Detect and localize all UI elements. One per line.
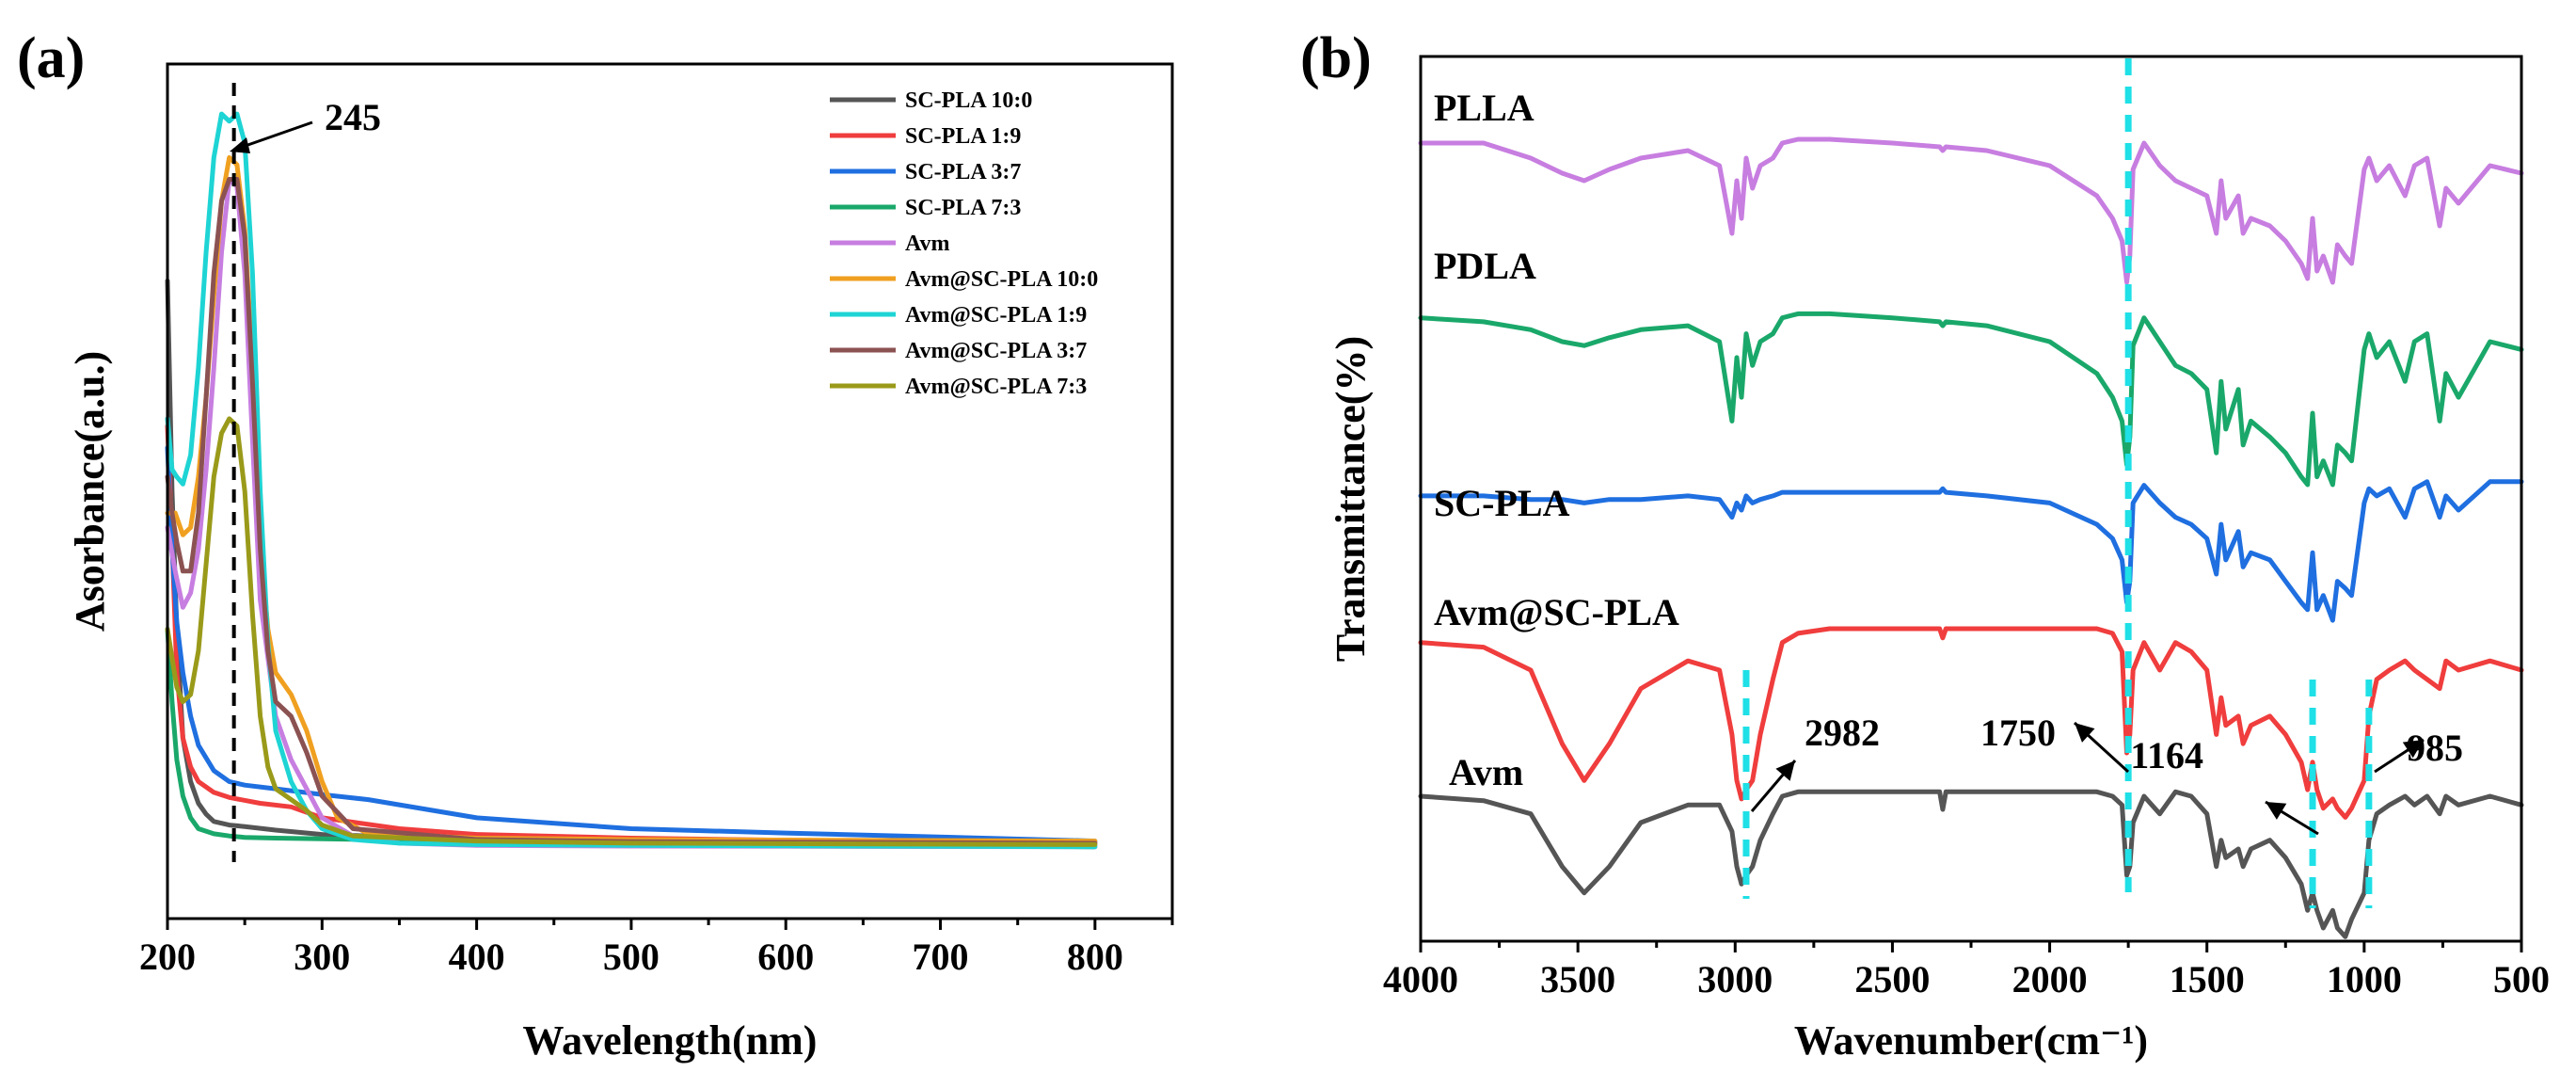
x-tick-label: 500 [603, 936, 660, 978]
panel-b-reference-lines [1742, 58, 2373, 908]
annotation-245: 245 [325, 96, 381, 138]
legend-label-avm-sc-pla-10-0: Avm@SC-PLA 10:0 [905, 267, 1098, 292]
series-sc-pla-10-0 [165, 278, 1098, 847]
spectrum-sc-pla [1418, 479, 2524, 623]
x-tick-label: 400 [449, 936, 505, 978]
annotation-1750: 1750 [1980, 712, 2056, 754]
legend-label-avm-sc-pla-1-9: Avm@SC-PLA 1:9 [905, 303, 1087, 328]
panel-b-frame [1419, 55, 2523, 943]
annotation-245-arrow-line [236, 120, 313, 151]
panel-b-xlabel: Wavenumber(cm⁻¹) [1794, 1017, 2148, 1064]
panel-a-x-ticks: 200 300 400 500 600 700 800 [139, 919, 1174, 978]
sample-label-sc-pla: SC-PLA [1434, 482, 1570, 524]
annotation-245-arrowhead [230, 137, 250, 153]
series-avm-sc-pla-7-3 [165, 416, 1098, 847]
panel-b-ftir: (b) 4000 3500 3000 2500 2000 1500 1000 500 PLLA… [1300, 26, 2550, 1064]
x-tick-label: 1000 [2327, 958, 2402, 1000]
annotation-1750-arrowhead [2075, 723, 2095, 743]
series-avm-sc-pla-1-9 [165, 111, 1098, 850]
series-avm-sc-pla-10-0 [165, 154, 1098, 844]
legend-label-sc-pla-3-7: SC-PLA 3:7 [905, 160, 1021, 184]
panel-b-ylabel: Transmittance(%) [1328, 336, 1374, 662]
panel-a-frame [166, 62, 1174, 920]
series-sc-pla-1-9 [165, 424, 1098, 845]
spectrum-avm-sc-pla [1418, 626, 2524, 820]
panel-a-uv-vis: (a) 200 300 400 500 600 700 800 245 SC-PLA 10:… [17, 26, 1174, 1064]
panel-a-label: (a) [17, 26, 85, 90]
spectrum-pdla [1418, 311, 2524, 488]
panel-a-curves [165, 111, 1098, 850]
panel-a-ylabel: Asorbance(a.u.) [67, 351, 113, 632]
annotation-2982: 2982 [1805, 712, 1880, 754]
sample-label-avm-sc-pla: Avm@SC-PLA [1434, 591, 1679, 633]
annotation-1164: 1164 [2130, 734, 2203, 776]
legend-label-sc-pla-7-3: SC-PLA 7:3 [905, 196, 1021, 220]
panel-b-sample-labels: PLLA PDLA SC-PLA Avm@SC-PLA Avm [1434, 87, 1679, 793]
x-tick-label: 4000 [1383, 958, 1458, 1000]
legend-label-avm-sc-pla-3-7: Avm@SC-PLA 3:7 [905, 339, 1087, 363]
x-tick-label: 200 [139, 936, 196, 978]
spectrum-avm [1418, 789, 2524, 939]
x-tick-label: 2500 [1854, 958, 1930, 1000]
legend-label-avm-sc-pla-7-3: Avm@SC-PLA 7:3 [905, 375, 1087, 399]
x-tick-label: 3000 [1697, 958, 1773, 1000]
series-sc-pla-3-7 [165, 445, 1098, 844]
x-tick-label: 500 [2493, 958, 2550, 1000]
legend-label-avm: Avm [905, 232, 950, 256]
spectrum-plla [1418, 136, 2524, 285]
x-tick-label: 1500 [2170, 958, 2245, 1000]
annotation-1164-arrowhead [2266, 802, 2287, 820]
sample-label-plla: PLLA [1434, 87, 1534, 129]
legend-label-sc-pla-1-9: SC-PLA 1:9 [905, 124, 1021, 149]
x-tick-label: 300 [294, 936, 350, 978]
annotation-2982-arrowhead [1775, 760, 1795, 781]
sample-label-pdla: PDLA [1434, 245, 1536, 287]
panel-b-label: (b) [1300, 26, 1372, 90]
x-tick-label: 800 [1067, 936, 1123, 978]
x-tick-label: 700 [913, 936, 969, 978]
annotation-985-arrowhead [2402, 740, 2424, 759]
sample-label-avm: Avm [1449, 751, 1523, 793]
series-avm-sc-pla-3-7 [165, 177, 1098, 846]
x-tick-label: 2000 [2012, 958, 2088, 1000]
panel-a-legend: SC-PLA 10:0 SC-PLA 1:9 SC-PLA 3:7 SC-PLA 7:… [830, 88, 1098, 399]
panel-b-x-ticks: 4000 3500 3000 2500 2000 1500 1000 500 [1383, 941, 2550, 1000]
legend-label-sc-pla-10-0: SC-PLA 10:0 [905, 88, 1032, 113]
x-tick-label: 600 [757, 936, 814, 978]
panel-b-curves [1418, 136, 2524, 939]
x-tick-label: 3500 [1540, 958, 1615, 1000]
panel-a-xlabel: Wavelength(nm) [523, 1017, 818, 1064]
